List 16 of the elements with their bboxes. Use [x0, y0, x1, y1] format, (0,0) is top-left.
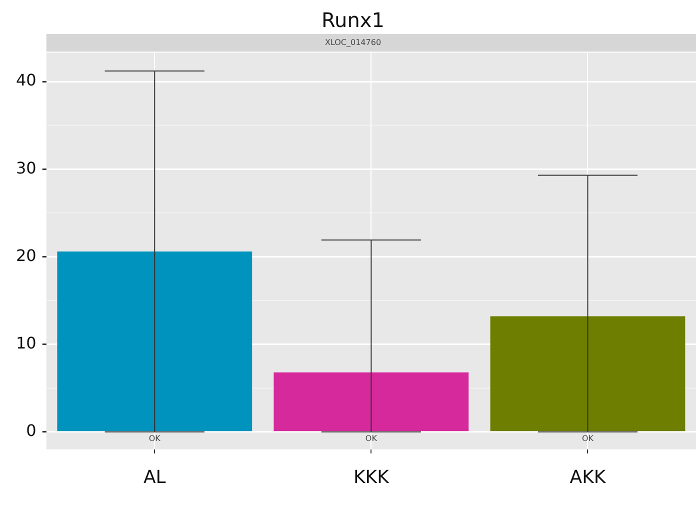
y-tick-label: 20: [16, 246, 36, 265]
x-tick-label: AL: [143, 466, 166, 488]
annotation: OK: [365, 434, 378, 443]
x-tick-label: AKK: [570, 466, 607, 488]
x-tick-label: KKK: [353, 466, 390, 488]
chart-subtitle: XLOC_014760: [324, 38, 382, 47]
chart-title: Runx1: [322, 8, 384, 32]
bar: [490, 316, 686, 432]
bar: [274, 372, 469, 432]
y-tick-label: 0: [26, 421, 36, 440]
annotation: OK: [148, 434, 162, 443]
y-tick-label: 40: [16, 70, 36, 90]
bar: [57, 251, 252, 432]
y-tick-label: 30: [16, 158, 36, 178]
annotation: OK: [582, 434, 594, 443]
y-tick-label: 10: [16, 333, 36, 352]
